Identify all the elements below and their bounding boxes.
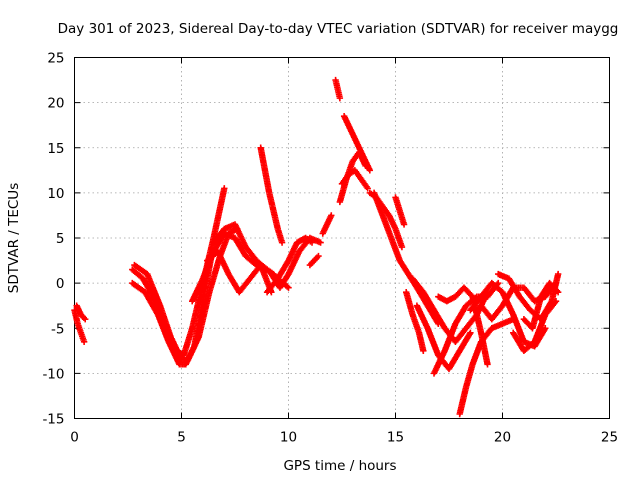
data-point bbox=[398, 243, 406, 251]
data-point bbox=[336, 94, 344, 102]
series-arc-u bbox=[403, 288, 427, 355]
data-point bbox=[328, 212, 335, 219]
series-arc-o bbox=[340, 112, 374, 174]
data-point bbox=[420, 347, 427, 355]
data-point bbox=[285, 284, 292, 291]
y-axis-label: SDTVAR / TECUs bbox=[6, 183, 22, 293]
data-point bbox=[400, 221, 408, 228]
x-axis-label: GPS time / hours bbox=[283, 458, 396, 474]
data-point bbox=[364, 185, 371, 192]
data-point bbox=[366, 167, 374, 174]
data-point bbox=[542, 325, 549, 332]
y-tick-label: 5 bbox=[56, 231, 65, 247]
y-tick-label: 15 bbox=[47, 141, 64, 157]
chart-title: Day 301 of 2023, Sidereal Day-to-day VTE… bbox=[58, 21, 619, 37]
x-tick-label: 10 bbox=[280, 430, 297, 446]
data-point bbox=[362, 162, 369, 169]
series-arc-n bbox=[332, 76, 344, 102]
data-points bbox=[71, 76, 562, 418]
data-point bbox=[553, 287, 561, 295]
y-tick-label: -15 bbox=[42, 412, 64, 428]
data-point bbox=[82, 316, 89, 323]
data-point bbox=[484, 361, 491, 368]
data-point bbox=[495, 279, 502, 287]
series-arc-ad bbox=[510, 297, 560, 355]
series-arc-l bbox=[306, 252, 322, 269]
series-arc-t bbox=[392, 194, 408, 228]
grid-lines bbox=[74, 57, 610, 419]
data-point bbox=[221, 185, 228, 192]
data-point bbox=[552, 297, 560, 305]
y-tick-label: 25 bbox=[47, 51, 64, 67]
data-point bbox=[278, 239, 286, 246]
series-arc-i bbox=[257, 144, 286, 246]
data-point bbox=[317, 239, 324, 246]
series-arc-b bbox=[73, 302, 89, 323]
y-tick-label: 20 bbox=[47, 96, 64, 112]
data-point bbox=[80, 338, 88, 345]
x-tick-label: 5 bbox=[177, 430, 186, 446]
x-tick-label: 20 bbox=[494, 430, 511, 446]
y-tick-label: -5 bbox=[51, 321, 64, 337]
x-tick-label: 15 bbox=[387, 430, 404, 446]
y-tick-label: 10 bbox=[47, 186, 64, 202]
x-tick-label: 25 bbox=[601, 430, 618, 446]
data-point bbox=[467, 329, 474, 336]
series-arc-g bbox=[203, 248, 275, 296]
y-tick-label: -10 bbox=[42, 366, 64, 382]
series-arc-p bbox=[336, 149, 369, 206]
y-tick-label: 0 bbox=[56, 276, 65, 292]
series-arc-k bbox=[268, 234, 324, 291]
series-arc-q bbox=[338, 167, 371, 192]
data-point bbox=[315, 252, 322, 260]
series-arc-ae bbox=[520, 279, 562, 332]
data-point bbox=[554, 288, 562, 296]
x-tick-label: 0 bbox=[70, 430, 79, 446]
series-arc-z bbox=[456, 316, 517, 418]
data-point bbox=[554, 270, 562, 278]
series-arc-m bbox=[319, 212, 335, 237]
axis-ticks: 0 5 10 15 20 25 -15 -10 -5 0 5 10 15 20 25 bbox=[42, 51, 618, 446]
